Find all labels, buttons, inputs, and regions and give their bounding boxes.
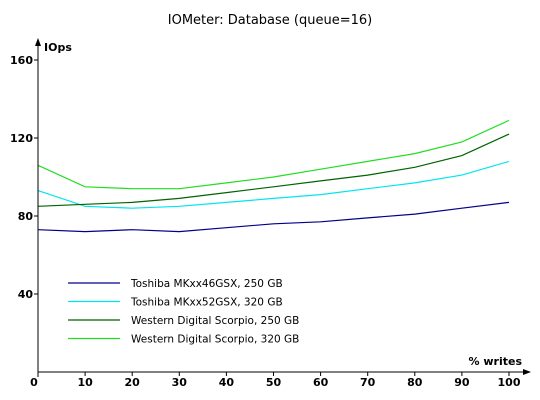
y-tick-label: 80 bbox=[18, 210, 34, 223]
chart-title: IOMeter: Database (queue=16) bbox=[168, 13, 372, 28]
legend: Toshiba MKxx46GSX, 250 GB Toshiba MKxx52G… bbox=[68, 278, 299, 346]
series-line-4 bbox=[37, 119, 510, 190]
legend-label-2: Toshiba MKxx52GSX, 320 GB bbox=[130, 297, 283, 309]
x-tick-label: 40 bbox=[219, 376, 235, 389]
x-axis-title: % writes bbox=[469, 355, 523, 368]
series-layer bbox=[37, 119, 510, 233]
legend-label-3: Western Digital Scorpio, 250 GB bbox=[131, 315, 299, 327]
ticks: 0 10 20 30 40 50 60 70 80 90 100 40 80 120 160 bbox=[10, 54, 521, 389]
x-tick-label: 60 bbox=[313, 376, 329, 389]
y-tick-label: 120 bbox=[10, 132, 33, 145]
x-tick-label: 80 bbox=[407, 376, 423, 389]
legend-label-4: Western Digital Scorpio, 320 GB bbox=[131, 334, 299, 346]
legend-label-1: Toshiba MKxx46GSX, 250 GB bbox=[130, 278, 283, 290]
x-tick-label: 10 bbox=[77, 376, 93, 389]
x-tick-label: 30 bbox=[172, 376, 188, 389]
x-tick-label: 0 bbox=[30, 376, 38, 389]
axes bbox=[35, 38, 531, 377]
series-line-2 bbox=[37, 160, 510, 209]
y-tick-label: 160 bbox=[10, 54, 33, 67]
x-tick-label: 20 bbox=[125, 376, 141, 389]
x-tick-label: 70 bbox=[360, 376, 376, 389]
series-line-1 bbox=[37, 201, 510, 233]
y-axis-title: IOps bbox=[44, 41, 72, 54]
x-axis-arrow-icon bbox=[523, 369, 531, 375]
y-tick-label: 40 bbox=[18, 288, 34, 301]
x-tick-label: 90 bbox=[454, 376, 470, 389]
x-tick-label: 50 bbox=[266, 376, 282, 389]
y-axis-arrow-icon bbox=[35, 38, 41, 46]
x-tick-label: 100 bbox=[498, 376, 521, 389]
series-line-3 bbox=[37, 133, 510, 207]
